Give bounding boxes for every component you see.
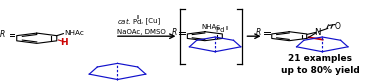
Text: R: R <box>171 28 177 37</box>
Text: , [Cu]: , [Cu] <box>141 17 160 24</box>
Text: II: II <box>137 15 140 20</box>
Text: II: II <box>225 26 228 31</box>
Text: N: N <box>314 28 321 37</box>
Text: NHAc: NHAc <box>64 30 84 36</box>
Text: H: H <box>60 38 68 47</box>
Text: R: R <box>256 28 261 37</box>
Text: ·Pd: ·Pd <box>214 27 225 33</box>
Text: NaOAc, DMSO: NaOAc, DMSO <box>117 29 166 35</box>
Text: O: O <box>335 22 341 31</box>
Text: NHAc: NHAc <box>201 24 220 30</box>
Text: R: R <box>0 30 5 40</box>
Text: 21 examples
up to 80% yield: 21 examples up to 80% yield <box>281 54 360 75</box>
Text: $\mathit{cat}$. Pd: $\mathit{cat}$. Pd <box>117 16 142 26</box>
